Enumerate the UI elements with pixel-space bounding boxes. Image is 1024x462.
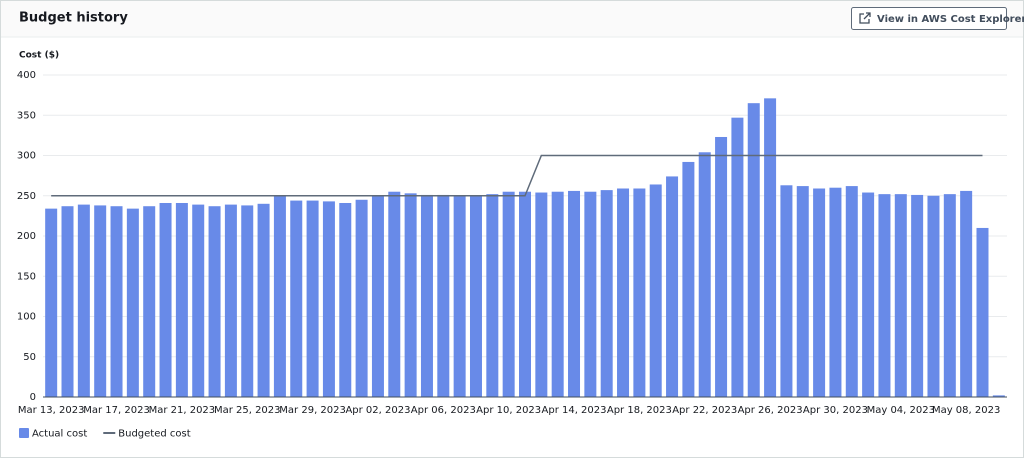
bar	[960, 191, 972, 397]
bar	[372, 196, 384, 397]
bar	[862, 193, 874, 397]
bar	[356, 200, 368, 397]
bar	[846, 186, 858, 397]
x-tick-label: May 08, 2023	[932, 405, 1000, 416]
bar	[339, 203, 351, 397]
bar	[62, 206, 74, 397]
x-tick-label: Apr 06, 2023	[411, 405, 476, 416]
bar	[535, 193, 547, 397]
bar	[437, 195, 449, 397]
x-tick-label: Apr 26, 2023	[738, 405, 803, 416]
bar	[552, 192, 564, 397]
bar	[699, 152, 711, 397]
x-tick-label: Mar 25, 2023	[214, 405, 281, 416]
bar	[813, 189, 825, 397]
y-tick-label: 0	[30, 392, 36, 403]
y-tick-label: 100	[17, 312, 36, 323]
bar	[944, 194, 956, 397]
bar	[127, 209, 139, 397]
bar	[829, 188, 841, 397]
bar	[780, 185, 792, 397]
x-tick-label: Apr 02, 2023	[345, 405, 410, 416]
bar	[111, 206, 123, 397]
x-tick-label: Apr 10, 2023	[476, 405, 541, 416]
y-tick-label: 150	[17, 271, 36, 282]
y-tick-label: 400	[17, 70, 36, 81]
bar	[225, 205, 237, 397]
y-tick-label: 350	[17, 110, 36, 121]
bar	[209, 206, 221, 397]
bar	[290, 201, 302, 397]
bar	[503, 192, 515, 397]
bar	[895, 194, 907, 397]
bar	[454, 196, 466, 397]
x-tick-label: Mar 21, 2023	[149, 405, 216, 416]
bar	[94, 205, 106, 397]
bar	[388, 192, 400, 397]
bar	[519, 192, 531, 397]
bar	[307, 201, 319, 397]
bar	[666, 176, 678, 397]
x-tick-label: Apr 30, 2023	[803, 405, 868, 416]
x-tick-label: Apr 18, 2023	[607, 405, 672, 416]
bar	[682, 162, 694, 397]
x-tick-label: Mar 13, 2023	[18, 405, 85, 416]
bar	[486, 194, 498, 397]
bar	[143, 206, 155, 397]
x-tick-label: Apr 14, 2023	[542, 405, 607, 416]
bar	[748, 103, 760, 397]
bar	[470, 196, 482, 397]
bar	[633, 189, 645, 397]
y-tick-label: 200	[17, 231, 36, 242]
bar	[797, 186, 809, 397]
bar	[976, 228, 988, 397]
bar	[878, 194, 890, 397]
x-tick-label: Mar 17, 2023	[83, 405, 150, 416]
x-tick-label: Mar 29, 2023	[279, 405, 346, 416]
bar	[274, 196, 286, 397]
bar	[731, 118, 743, 397]
bar	[241, 205, 253, 397]
bar	[715, 137, 727, 397]
x-tick-label: May 04, 2023	[867, 405, 935, 416]
y-tick-label: 250	[17, 191, 36, 202]
y-axis-label: Cost ($)	[19, 51, 59, 61]
bar	[323, 201, 335, 397]
chart-title: Budget history	[19, 11, 128, 26]
bar	[927, 196, 939, 397]
button-label[interactable]: View in AWS Cost Explorer	[877, 14, 1024, 25]
bar	[405, 193, 417, 397]
bar	[617, 189, 629, 397]
bar	[192, 205, 204, 397]
bar	[764, 98, 776, 397]
x-tick-label: Apr 22, 2023	[672, 405, 737, 416]
bar	[176, 203, 188, 397]
bar	[78, 205, 90, 397]
legend-label: Actual cost	[32, 429, 87, 440]
y-tick-label: 50	[23, 352, 36, 363]
bar	[45, 209, 57, 397]
bar	[421, 195, 433, 397]
bar	[601, 190, 613, 397]
cost-explorer-button[interactable]: View in AWS Cost Explorer	[852, 8, 1024, 30]
bar	[258, 204, 270, 397]
y-tick-label: 300	[17, 151, 36, 162]
bar	[568, 191, 580, 397]
legend-swatch	[19, 428, 29, 438]
bar	[911, 195, 923, 397]
bar	[650, 184, 662, 397]
bar	[160, 203, 172, 397]
bar	[584, 192, 596, 397]
legend-label: Budgeted cost	[118, 429, 190, 440]
